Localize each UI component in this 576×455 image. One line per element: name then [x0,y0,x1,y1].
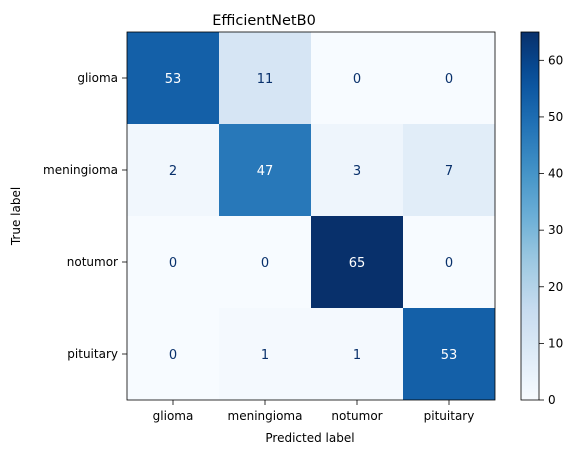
cell-value-label: 0 [353,72,361,87]
heatmap-cell [127,308,219,400]
cell-value-label: 0 [445,256,453,271]
cell-value-label: 47 [257,164,274,179]
heatmap-cell [403,124,495,216]
heatmap-cells: 53 11 0 02 47 3 70 0 65 00 1 1 53 [127,32,495,400]
y-tick-label: glioma [77,71,118,85]
chart-title: EfficientNetB0 [212,13,316,29]
cell-value-label: 0 [445,72,453,87]
colorbar-tick-label: 60 [548,53,563,67]
y-axis-label: True label [9,187,23,246]
colorbar-tick-label: 30 [548,223,563,237]
heatmap-cell [219,32,311,124]
cell-value-label: 11 [257,72,274,87]
heatmap-cell [311,308,403,400]
heatmap-cell [127,216,219,308]
cell-value-label: 0 [261,256,269,271]
heatmap-cell [219,124,311,216]
x-axis-label: Predicted label [265,431,354,445]
heatmap-cell [403,308,495,400]
heatmap-cell [403,216,495,308]
y-tick-label: notumor [67,255,118,269]
colorbar-tick-label: 0 [548,393,556,407]
x-axis-ticks: glioma meningioma notumor pituitary [153,400,475,423]
heatmap-frame [126,31,496,401]
heatmap-cell [219,308,311,400]
colorbar-tick-label: 50 [548,110,563,124]
cell-value-label: 65 [349,256,366,271]
x-tick-label: glioma [153,409,194,423]
cell-value-label: 7 [445,164,453,179]
heatmap-cell [311,32,403,124]
colorbar-ticks: 0 10 20 30 40 50 60 [539,53,563,407]
y-tick-label: pituitary [67,347,118,361]
x-tick-label: notumor [331,409,382,423]
cell-value-label: 0 [169,348,177,363]
cell-value-label: 53 [165,72,182,87]
y-tick-label: meningioma [43,163,118,177]
cell-value-label: 2 [169,164,177,179]
heatmap-cell [127,32,219,124]
colorbar-tick-label: 40 [548,167,563,181]
heatmap-cell [311,124,403,216]
cell-value-label: 1 [353,348,361,363]
x-tick-label: meningioma [228,409,303,423]
colorbar [520,31,540,401]
heatmap-cell [219,216,311,308]
cell-value-label: 3 [353,164,361,179]
colorbar-tick-label: 20 [548,280,563,294]
heatmap-cell [403,32,495,124]
cell-value-label: 53 [441,348,458,363]
heatmap-cell [311,216,403,308]
colorbar-tick-label: 10 [548,336,563,350]
heatmap-cell [127,124,219,216]
cell-value-label: 0 [169,256,177,271]
x-tick-label: pituitary [424,409,475,423]
cell-value-label: 1 [261,348,269,363]
y-axis-ticks: glioma meningioma notumor pituitary [43,71,127,361]
